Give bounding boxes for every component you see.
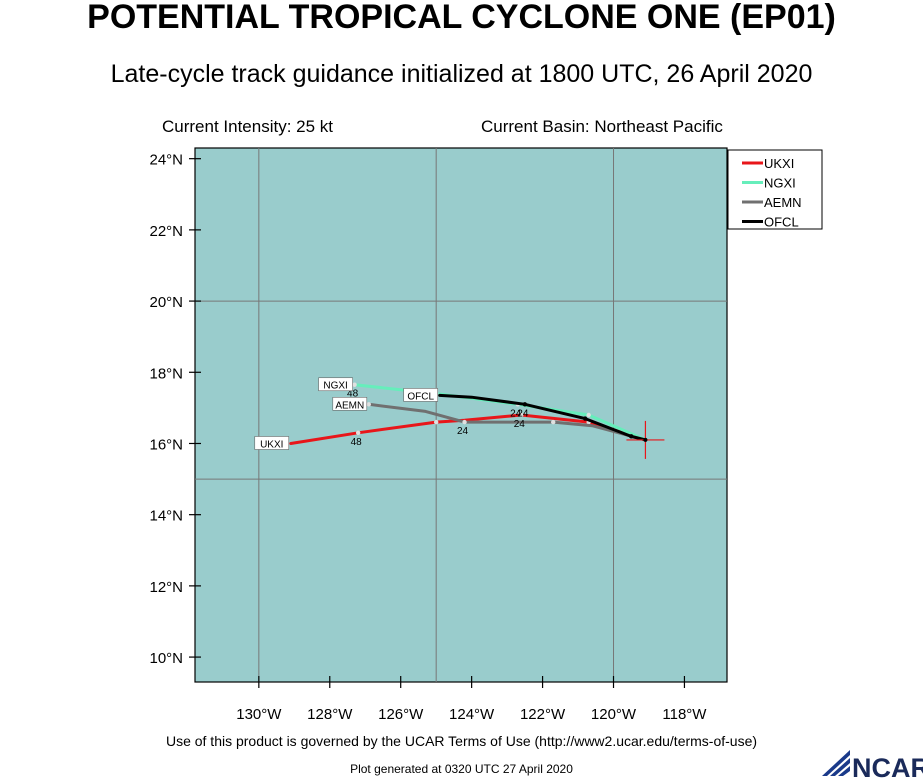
- forecast-hour-label: 24: [514, 419, 526, 430]
- x-tick-label: 122°W: [520, 706, 566, 723]
- current-intensity-label: Current Intensity: 25 kt: [162, 117, 334, 136]
- track-point-aemn: [366, 402, 371, 407]
- track-end-label-box: [332, 397, 368, 411]
- current-position-marker: [626, 420, 665, 459]
- x-tick-label: 118°W: [662, 706, 707, 723]
- legend-label-ofcl: OFCL: [764, 215, 799, 230]
- track-point-aemn: [551, 419, 556, 425]
- track-point-aemn: [462, 419, 467, 425]
- track-end-label-box: [403, 388, 439, 402]
- x-tick-label: 128°W: [307, 706, 353, 723]
- track-end-label: OFCL: [407, 391, 434, 402]
- x-tick-label: 130°W: [236, 706, 282, 723]
- chart-subtitle: Late-cycle track guidance initialized at…: [110, 60, 813, 88]
- y-tick-label: 14°N: [149, 508, 183, 525]
- forecast-hour-label: 48: [351, 437, 363, 448]
- legend-label-ngxi: NGXI: [764, 176, 796, 191]
- track-point-ofcl: [582, 416, 588, 421]
- y-tick-label: 22°N: [149, 223, 183, 240]
- track-point-ngxi: [586, 412, 591, 418]
- map-ocean-background: [194, 147, 728, 683]
- track-point-ukxi: [519, 412, 524, 418]
- terms-of-use-notice: Use of this product is governed by the U…: [165, 733, 758, 749]
- current-basin-label: Current Basin: Northeast Pacific: [481, 117, 723, 136]
- track-line-aemn: [367, 402, 647, 442]
- track-point-ukxi: [433, 419, 439, 425]
- plot-generated-timestamp: Plot generated at 0320 UTC 27 April 2020: [350, 762, 573, 776]
- forecast-hour-label: 48: [347, 389, 359, 400]
- track-point-ukxi: [355, 430, 361, 435]
- track-end-label: AEMN: [335, 400, 364, 411]
- track-point-ofcl: [522, 402, 528, 407]
- x-tick-label: 120°W: [591, 706, 637, 723]
- current-position-dot: [643, 437, 648, 442]
- track-end-label: NGXI: [323, 381, 347, 392]
- forecast-hour-label: 24: [510, 408, 522, 419]
- x-tick-label: 124°W: [449, 706, 495, 723]
- x-tick-label: 126°W: [378, 706, 424, 723]
- track-end-label: UKXI: [260, 439, 283, 450]
- chart-title: POTENTIAL TROPICAL CYCLONE ONE (EP01): [87, 0, 836, 36]
- legend: UKXI NGXI AEMN OFCL: [727, 149, 823, 230]
- track-end-label-box: [318, 377, 353, 392]
- legend-label-ukxi: UKXI: [764, 156, 794, 171]
- map-axes: 10°N 12°N 14°N 16°N 18°N 20°N 22°N 24°N 130°W 128…: [149, 152, 707, 723]
- forecast-hour-label: 24: [517, 408, 529, 419]
- y-tick-label: 10°N: [149, 650, 183, 667]
- ncar-logo: NCAR: [822, 750, 923, 780]
- y-tick-label: 18°N: [149, 365, 183, 382]
- ncar-logo-text: NCAR: [852, 753, 923, 780]
- track-point-ofcl: [629, 434, 634, 439]
- y-tick-label: 20°N: [149, 294, 183, 311]
- map-grid-lines: [195, 148, 727, 682]
- y-tick-label: 12°N: [149, 579, 183, 596]
- track-end-label-box: [254, 436, 290, 450]
- y-tick-label: 24°N: [149, 152, 183, 169]
- y-tick-label: 16°N: [149, 436, 183, 453]
- forecast-hour-label: 24: [457, 426, 469, 437]
- track-line-ofcl: [438, 393, 647, 442]
- track-point-ngxi: [352, 382, 357, 387]
- legend-label-aemn: AEMN: [764, 195, 802, 210]
